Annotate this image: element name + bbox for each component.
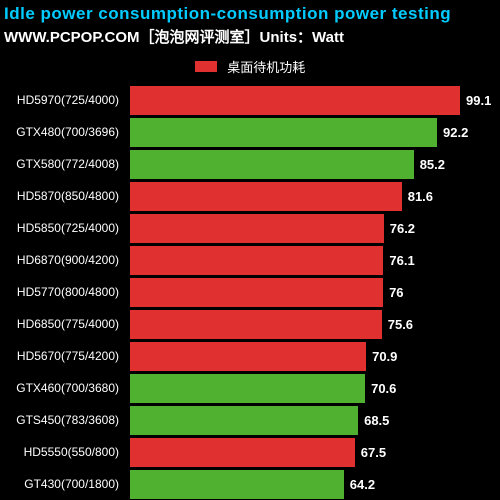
bar: 64.2	[130, 470, 344, 499]
bar-value: 85.2	[414, 150, 445, 179]
legend-label: 桌面待机功耗	[227, 60, 305, 75]
bar-value: 76.2	[384, 214, 415, 243]
bar-label: GTX580(772/4008)	[0, 150, 125, 179]
bar-label: HD6850(775/4000)	[0, 310, 125, 339]
bar: 81.6	[130, 182, 402, 211]
bar-label: GTS450(783/3608)	[0, 406, 125, 435]
bar-value: 75.6	[382, 310, 413, 339]
bar-value: 70.6	[365, 374, 396, 403]
chart-row: HD6850(775/4000)75.6	[130, 310, 460, 339]
bar: 67.5	[130, 438, 355, 467]
chart-row: HD5850(725/4000)76.2	[130, 214, 460, 243]
chart-row: GTX580(772/4008)85.2	[130, 150, 460, 179]
chart-row: HD5970(725/4000)99.1	[130, 86, 460, 115]
bar-label: HD5670(775/4200)	[0, 342, 125, 371]
chart-row: GTS450(783/3608)68.5	[130, 406, 460, 435]
bar-value: 99.1	[460, 86, 491, 115]
bar-value: 64.2	[344, 470, 375, 499]
chart-subtitle: WWW.PCPOP.COM［泡泡网评测室］Units：Watt	[0, 24, 500, 51]
bar-value: 92.2	[437, 118, 468, 147]
bar-label: GTX480(700/3696)	[0, 118, 125, 147]
bar-chart: HD5970(725/4000)99.1GTX480(700/3696)92.2…	[0, 86, 500, 499]
chart-row: HD6870(900/4200)76.1	[130, 246, 460, 275]
bar-label: HD5850(725/4000)	[0, 214, 125, 243]
bar-value: 68.5	[358, 406, 389, 435]
bar: 75.6	[130, 310, 382, 339]
legend: 桌面待机功耗	[0, 51, 500, 86]
bar-value: 76.1	[383, 246, 414, 275]
legend-swatch	[195, 61, 217, 72]
bar: 85.2	[130, 150, 414, 179]
bar: 70.6	[130, 374, 365, 403]
bar-value: 67.5	[355, 438, 386, 467]
bar-label: HD5870(850/4800)	[0, 182, 125, 211]
chart-row: HD5770(800/4800)76	[130, 278, 460, 307]
bar: 68.5	[130, 406, 358, 435]
bar: 76	[130, 278, 383, 307]
bar: 76.2	[130, 214, 384, 243]
chart-row: GTX460(700/3680)70.6	[130, 374, 460, 403]
bar-value: 81.6	[402, 182, 433, 211]
bar: 76.1	[130, 246, 383, 275]
chart-row: HD5550(550/800)67.5	[130, 438, 460, 467]
chart-title: Idle power consumption-consumption power…	[0, 0, 500, 24]
bar: 70.9	[130, 342, 366, 371]
bar-label: HD5550(550/800)	[0, 438, 125, 467]
chart-row: HD5870(850/4800)81.6	[130, 182, 460, 211]
bar-label: HD6870(900/4200)	[0, 246, 125, 275]
bar-label: GT430(700/1800)	[0, 470, 125, 499]
chart-row: HD5670(775/4200)70.9	[130, 342, 460, 371]
bar: 92.2	[130, 118, 437, 147]
chart-row: GT430(700/1800)64.2	[130, 470, 460, 499]
bar: 99.1	[130, 86, 460, 115]
chart-row: GTX480(700/3696)92.2	[130, 118, 460, 147]
bar-value: 70.9	[366, 342, 397, 371]
bar-value: 76	[383, 278, 403, 307]
bar-label: HD5770(800/4800)	[0, 278, 125, 307]
bar-label: GTX460(700/3680)	[0, 374, 125, 403]
bar-label: HD5970(725/4000)	[0, 86, 125, 115]
